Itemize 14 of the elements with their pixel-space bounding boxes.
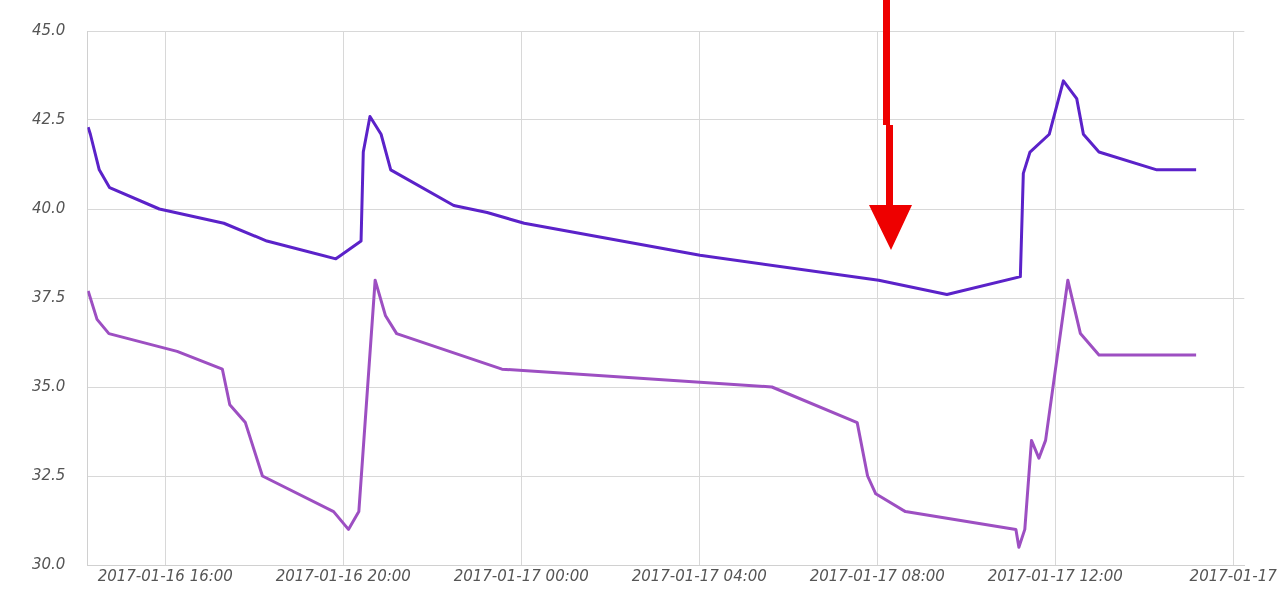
- x-tick-label: 2017-01-16 20:00: [275, 566, 411, 585]
- y-tick-label: 37.5: [31, 287, 66, 306]
- y-tick-label: 32.5: [31, 465, 66, 484]
- x-tick-label: 2017-01-17: [1189, 566, 1278, 585]
- y-tick-label: 45.0: [31, 20, 66, 39]
- y-tick-label: 40.0: [31, 198, 66, 217]
- y-tick-label: 35.0: [31, 376, 66, 395]
- y-tick-label: 30.0: [31, 554, 66, 573]
- x-tick-label: 2017-01-17 08:00: [809, 566, 945, 585]
- x-tick-label: 2017-01-17 00:00: [453, 566, 589, 585]
- x-tick-label: 2017-01-16 16:00: [97, 566, 233, 585]
- x-tick-label: 2017-01-17 04:00: [631, 566, 767, 585]
- x-tick-label: 2017-01-17 12:00: [987, 566, 1123, 585]
- y-tick-label: 42.5: [31, 109, 66, 128]
